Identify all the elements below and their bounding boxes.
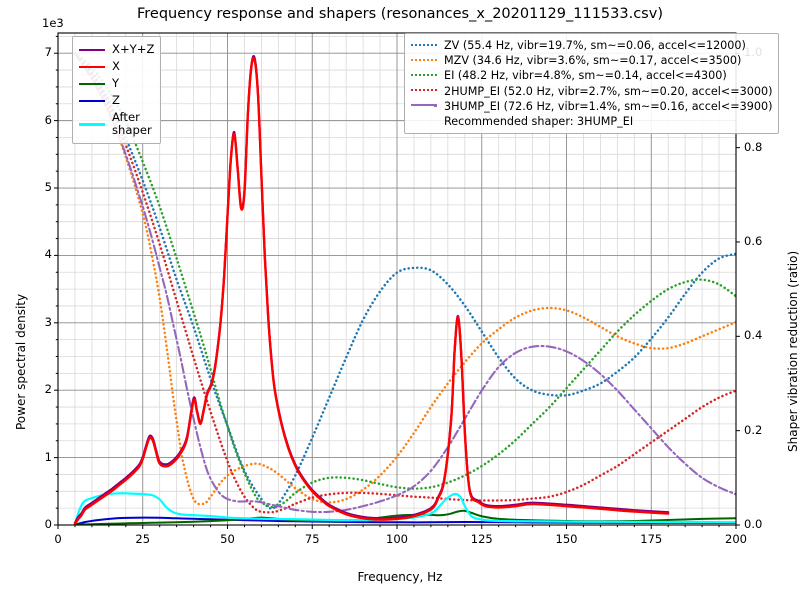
x-tick-label: 0 bbox=[54, 532, 62, 546]
y-tick-label-right: 0.2 bbox=[744, 422, 763, 437]
y-tick-label-left: 3 bbox=[44, 314, 52, 329]
y-tick-label-left: 1 bbox=[44, 449, 52, 464]
legend-swatch bbox=[411, 100, 437, 112]
y-axis-right-label: Shaper vibration reduction (ratio) bbox=[786, 250, 800, 452]
legend-swatch bbox=[411, 85, 437, 97]
legend-axes-item-z[interactable]: Z bbox=[79, 92, 154, 109]
recommended-shaper-note: Recommended shaper: 3HUMP_EI bbox=[444, 114, 634, 128]
series-layer bbox=[73, 52, 736, 525]
legend-swatch bbox=[79, 118, 105, 130]
legend-shaper-item-label: EI (48.2 Hz, vibr=4.8%, sm~=0.14, accel<… bbox=[444, 69, 727, 83]
legend-swatch bbox=[411, 40, 437, 52]
legend-swatch bbox=[79, 78, 105, 90]
x-tick-label: 175 bbox=[640, 532, 663, 546]
x-tick-label: 150 bbox=[555, 532, 578, 546]
y-tick-label-left: 0 bbox=[44, 517, 52, 531]
legend-swatch bbox=[79, 95, 105, 107]
x-tick-label: 125 bbox=[470, 532, 493, 546]
series-ei bbox=[73, 52, 736, 509]
legend-swatch bbox=[79, 61, 105, 73]
legend-shaper-item-label: 2HUMP_EI (52.0 Hz, vibr=2.7%, sm~=0.20, … bbox=[444, 84, 773, 98]
series-zv bbox=[73, 52, 736, 510]
legend-shaper-item-mzv[interactable]: MZV (34.6 Hz, vibr=3.6%, sm~=0.17, accel… bbox=[411, 53, 772, 68]
legend-swatch bbox=[411, 55, 437, 67]
legend-shaper-item-label: 3HUMP_EI (72.6 Hz, vibr=1.4%, sm~=0.16, … bbox=[444, 99, 773, 113]
y-tick-label-left: 2 bbox=[44, 382, 52, 397]
y-tick-label-left: 6 bbox=[44, 112, 52, 127]
legend-axes-item-label: X bbox=[112, 59, 120, 73]
legend-axes-item-y[interactable]: Y bbox=[79, 75, 154, 92]
legend-shaper-item-ei[interactable]: EI (48.2 Hz, vibr=4.8%, sm~=0.14, accel<… bbox=[411, 68, 772, 83]
legend-axes: X+Y+Z X Y Z After shaper bbox=[72, 36, 162, 144]
y-tick-label-right: 0.6 bbox=[744, 233, 763, 248]
legend-axes-item-after-shaper[interactable]: After shaper bbox=[79, 109, 154, 139]
series-mzv bbox=[73, 52, 736, 506]
series-after-shaper bbox=[73, 492, 736, 525]
series-3hump-ei bbox=[73, 52, 736, 514]
legend-shaper-item-zv[interactable]: ZV (55.4 Hz, vibr=19.7%, sm~=0.06, accel… bbox=[411, 38, 772, 53]
y-tick-label-right: 0.4 bbox=[744, 328, 763, 343]
x-tick-label: 100 bbox=[386, 532, 408, 546]
legend-swatch bbox=[79, 44, 105, 56]
legend-axes-item-label: X+Y+Z bbox=[112, 42, 155, 56]
legend-shaper-item-label: ZV (55.4 Hz, vibr=19.7%, sm~=0.06, accel… bbox=[444, 39, 746, 53]
legend-axes-item-label: Y bbox=[112, 76, 120, 90]
legend-axes-item-x[interactable]: X bbox=[79, 58, 154, 75]
x-tick-label: 50 bbox=[220, 532, 235, 546]
legend-shaper-item-label: MZV (34.6 Hz, vibr=3.6%, sm~=0.17, accel… bbox=[444, 54, 742, 68]
x-tick-label: 75 bbox=[304, 532, 320, 546]
series-2hump-ei bbox=[73, 52, 736, 514]
y-axis-exponent-label: 1e3 bbox=[42, 16, 64, 30]
legend-axes-item-label: After shaper bbox=[112, 110, 152, 137]
x-axis-label: Frequency, Hz bbox=[357, 570, 443, 584]
y-tick-label-left: 7 bbox=[44, 45, 52, 60]
y-tick-label-right: 0.0 bbox=[744, 517, 763, 531]
x-tick-label: 25 bbox=[135, 532, 151, 546]
y-tick-label-left: 5 bbox=[44, 180, 52, 194]
legend-axes-item-label: Z bbox=[112, 93, 120, 107]
y-tick-label-right: 0.8 bbox=[744, 139, 763, 154]
legend-swatch bbox=[411, 70, 437, 82]
legend-axes-item-x+y+z[interactable]: X+Y+Z bbox=[79, 41, 154, 58]
legend-shaper-item-3hump_ei[interactable]: 3HUMP_EI (72.6 Hz, vibr=1.4%, sm~=0.16, … bbox=[411, 99, 772, 114]
x-tick-label: 200 bbox=[725, 532, 747, 546]
series-x bbox=[73, 56, 670, 525]
chart-title: Frequency response and shapers (resonanc… bbox=[137, 6, 663, 22]
legend-shapers: ZV (55.4 Hz, vibr=19.7%, sm~=0.06, accel… bbox=[404, 33, 780, 135]
legend-shaper-item-2hump_ei[interactable]: 2HUMP_EI (52.0 Hz, vibr=2.7%, sm~=0.20, … bbox=[411, 84, 772, 99]
y-tick-label-left: 4 bbox=[44, 247, 52, 262]
